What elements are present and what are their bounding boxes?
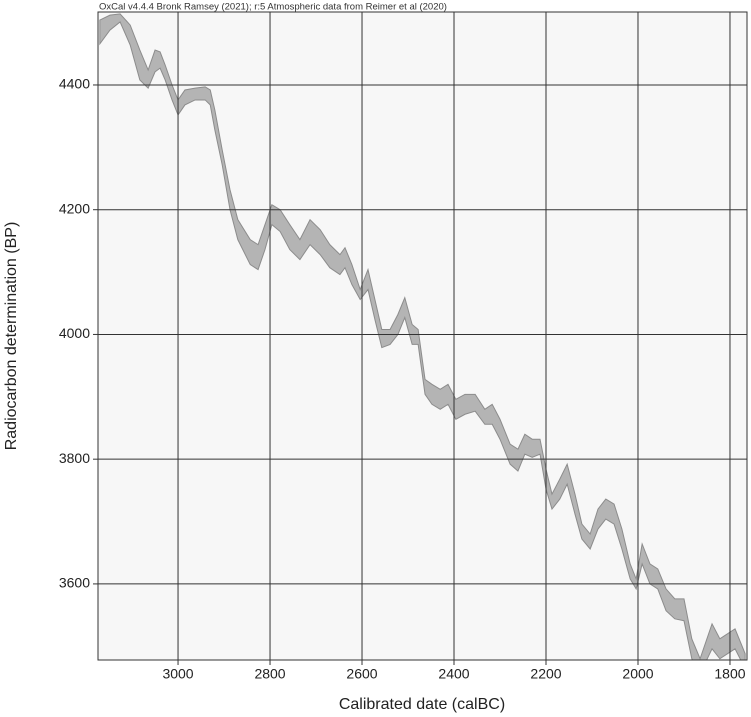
y-tick-label: 4200 [59,200,90,216]
x-tick-label: 2400 [438,666,469,682]
x-tick-label: 2200 [530,666,561,682]
y-tick-label: 4400 [59,76,90,92]
x-tick-label: 3000 [162,666,193,682]
plot-area [98,12,747,660]
x-tick-label: 1800 [714,666,745,682]
x-axis-title: Calibrated date (calBC) [339,696,505,713]
y-tick-label: 3600 [59,575,90,591]
chart-header: OxCal v4.4.4 Bronk Ramsey (2021); r:5 At… [99,2,447,13]
y-axis-title: Radiocarbon determination (BP) [3,222,20,451]
x-tick-label: 2600 [346,666,377,682]
calibration-band [99,13,746,660]
y-tick-label: 3800 [59,450,90,466]
x-tick-label: 2800 [254,666,285,682]
x-tick-label: 2000 [622,666,653,682]
y-tick-label: 4000 [59,325,90,341]
plot-frame [97,11,748,661]
band-group [99,13,746,660]
